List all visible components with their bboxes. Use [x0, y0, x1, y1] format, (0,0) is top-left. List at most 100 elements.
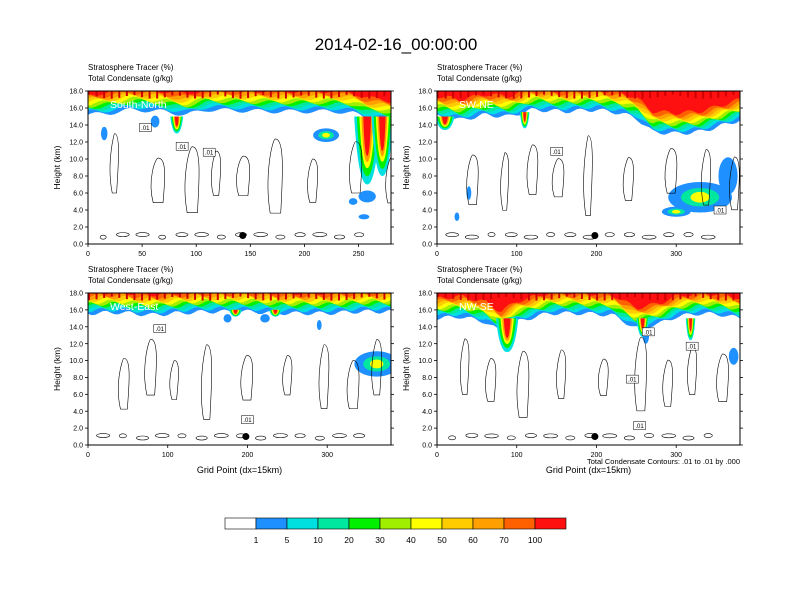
y-tick-label: 14.0: [418, 123, 432, 130]
tracer-streak: [322, 91, 325, 99]
tracer-streak: [679, 293, 682, 300]
tracer-streak: [368, 91, 371, 99]
condensate-contour: [729, 156, 740, 211]
condensate-contour-low: [565, 435, 576, 441]
y-tick-label: 12.0: [69, 140, 83, 147]
tracer-streak: [550, 91, 553, 96]
x-tick-label: 150: [244, 251, 256, 258]
y-axis-label: Height (km): [401, 347, 411, 391]
panel-title-line2: Total Condensate (g/kg): [437, 276, 522, 285]
tracer-streak: [543, 91, 546, 95]
y-tick-label: 16.0: [418, 307, 432, 314]
condensate-contour: [169, 360, 179, 400]
tracer-streak: [641, 293, 644, 299]
tracer-intrusion: [523, 112, 527, 122]
x-tick-label: 200: [591, 251, 603, 258]
tracer-streak: [231, 91, 234, 99]
y-tick-label: 6.0: [73, 191, 83, 198]
tracer-streak: [565, 293, 568, 297]
tracer-streak: [482, 91, 485, 95]
contour-label: .01: [205, 151, 214, 157]
tracer-streak: [505, 91, 508, 99]
x-tick-label: 200: [299, 251, 311, 258]
condensate-contour: [307, 158, 318, 203]
tracer-streak: [512, 293, 515, 299]
condensate-contour: [282, 355, 293, 396]
colorbar-swatch: [503, 517, 536, 530]
tracer-patch-core: [322, 132, 330, 138]
condensate-contour-low: [116, 232, 130, 237]
condensate-contour: [556, 349, 567, 399]
tracer-streak: [186, 91, 189, 98]
tracer-streak: [269, 293, 272, 301]
plot-contents: [437, 91, 740, 240]
location-marker: [242, 433, 250, 441]
tracer-streak: [565, 91, 568, 99]
condensate-contour-low: [487, 232, 496, 237]
condensate-contour-low: [682, 435, 695, 441]
condensate-contour: [622, 157, 634, 201]
tracer-streak: [717, 91, 720, 98]
condensate-contour: [201, 344, 213, 420]
contour-label: .01: [552, 150, 561, 156]
tracer-streak: [558, 293, 561, 299]
y-tick-label: 12.0: [418, 341, 432, 348]
tracer-streak: [671, 293, 674, 301]
condensate-contour: [346, 360, 360, 410]
tracer-streak: [110, 91, 113, 99]
tracer-streak: [254, 91, 257, 97]
tracer-streak: [444, 293, 447, 298]
condensate-contour-low: [564, 232, 577, 237]
location-marker: [591, 232, 599, 239]
condensate-contour-low: [465, 433, 479, 438]
tracer-streak: [679, 91, 682, 96]
x-tick-label: 200: [242, 452, 254, 459]
tracer-streak: [543, 293, 546, 301]
tracer-streak: [656, 293, 659, 301]
y-tick-label: 4.0: [422, 208, 432, 215]
tracer-streak: [724, 293, 727, 301]
panel-label: South-North: [110, 99, 167, 111]
x-axis-label: Grid Point (dx=15km): [546, 465, 631, 475]
condensate-contour: [662, 359, 673, 407]
plot-contents: [88, 91, 391, 240]
tracer-band-10: [437, 91, 740, 116]
tracer-streak: [490, 91, 493, 97]
tracer-streak: [686, 293, 689, 298]
y-tick-label: 10.0: [418, 358, 432, 365]
condensate-contour: [150, 157, 165, 203]
condensate-contour-low: [136, 435, 149, 441]
condensate-contour-low: [663, 232, 675, 237]
colorbar-swatch: [379, 517, 412, 530]
tracer-streak: [284, 293, 287, 300]
condensate-contour-low: [177, 433, 187, 439]
panel-title-line1: Stratosphere Tracer (%): [437, 63, 523, 72]
tracer-streak: [497, 91, 500, 98]
x-tick-label: 100: [162, 452, 174, 459]
condensate-contour-low: [273, 433, 288, 438]
contour-label-box: [713, 205, 727, 215]
tracer-streak: [649, 293, 652, 300]
tracer-streak: [550, 293, 553, 300]
tracer-streak: [201, 91, 204, 99]
tracer-streak: [474, 91, 477, 96]
colorbar-swatch: [255, 517, 288, 530]
x-tick-label: 50: [138, 251, 146, 258]
tracer-streak: [110, 293, 113, 297]
condensate-contour: [267, 138, 283, 214]
condensate-contour-low: [158, 234, 167, 240]
condensate-contour: [466, 154, 479, 206]
tracer-streak: [671, 91, 674, 95]
tracer-streak: [694, 293, 697, 297]
tracer-streak: [224, 293, 227, 300]
contour-label: .01: [178, 145, 187, 151]
tracer-patch: [100, 126, 108, 141]
contour-label: .01: [635, 424, 644, 430]
tracer-streak: [459, 91, 462, 99]
location-marker: [591, 433, 599, 441]
condensate-contour-low: [644, 433, 655, 438]
tracer-streak: [603, 91, 606, 96]
condensate-contour-low: [294, 232, 306, 238]
tracer-streak: [247, 91, 250, 98]
contour-label: .01: [716, 209, 725, 215]
